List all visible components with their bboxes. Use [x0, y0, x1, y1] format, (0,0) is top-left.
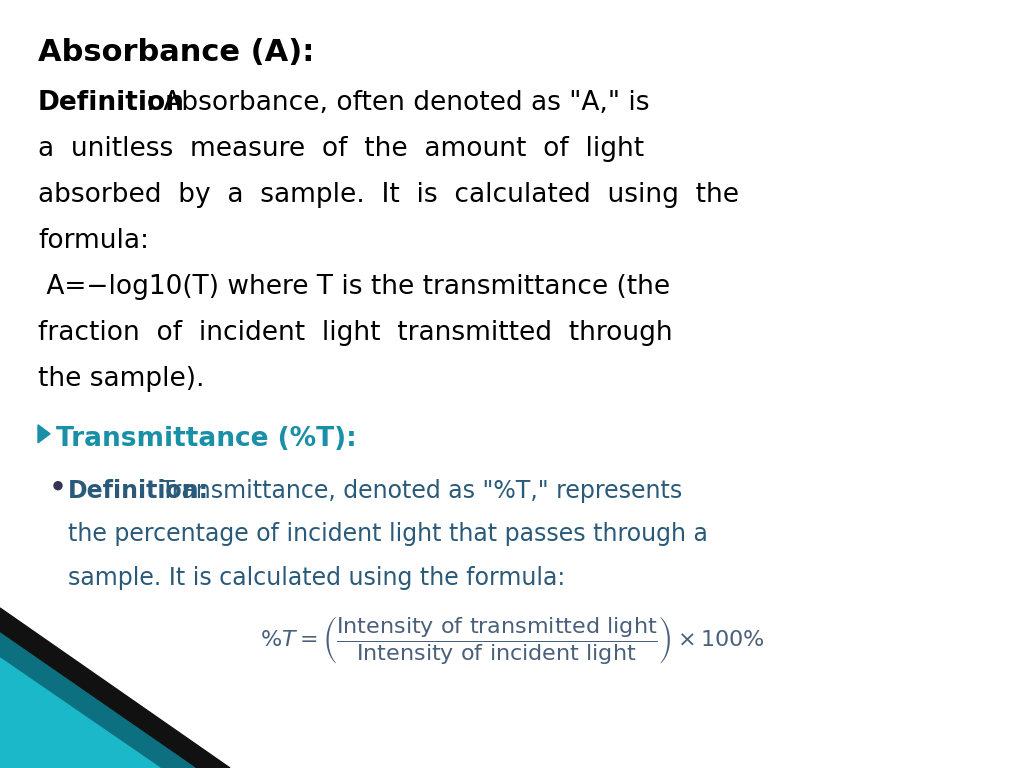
- Polygon shape: [0, 658, 160, 768]
- Text: Absorbance (A):: Absorbance (A):: [38, 38, 314, 67]
- Polygon shape: [38, 425, 50, 443]
- Text: : Absorbance, often denoted as "A," is: : Absorbance, often denoted as "A," is: [146, 90, 649, 116]
- Text: Transmittance (%T):: Transmittance (%T):: [56, 425, 356, 452]
- Text: a  unitless  measure  of  the  amount  of  light: a unitless measure of the amount of ligh…: [38, 136, 644, 162]
- Text: Definition:: Definition:: [68, 478, 209, 503]
- Text: A=−log10(T) where T is the transmittance (the: A=−log10(T) where T is the transmittance…: [38, 274, 670, 300]
- Circle shape: [54, 482, 62, 490]
- Text: absorbed  by  a  sample.  It  is  calculated  using  the: absorbed by a sample. It is calculated u…: [38, 182, 739, 208]
- Text: the percentage of incident light that passes through a: the percentage of incident light that pa…: [68, 522, 708, 546]
- Polygon shape: [0, 633, 195, 768]
- Text: fraction  of  incident  light  transmitted  through: fraction of incident light transmitted t…: [38, 320, 673, 346]
- Text: the sample).: the sample).: [38, 366, 205, 392]
- Polygon shape: [0, 608, 230, 768]
- Text: sample. It is calculated using the formula:: sample. It is calculated using the formu…: [68, 566, 565, 590]
- Text: Definition: Definition: [38, 90, 185, 116]
- Text: $\%T = \left(\dfrac{\mathrm{Intensity\ of\ transmitted\ light}}{\mathrm{Intensit: $\%T = \left(\dfrac{\mathrm{Intensity\ o…: [260, 614, 764, 666]
- Text: Transmittance, denoted as "%T," represents: Transmittance, denoted as "%T," represen…: [153, 478, 682, 503]
- Text: formula:: formula:: [38, 228, 150, 254]
